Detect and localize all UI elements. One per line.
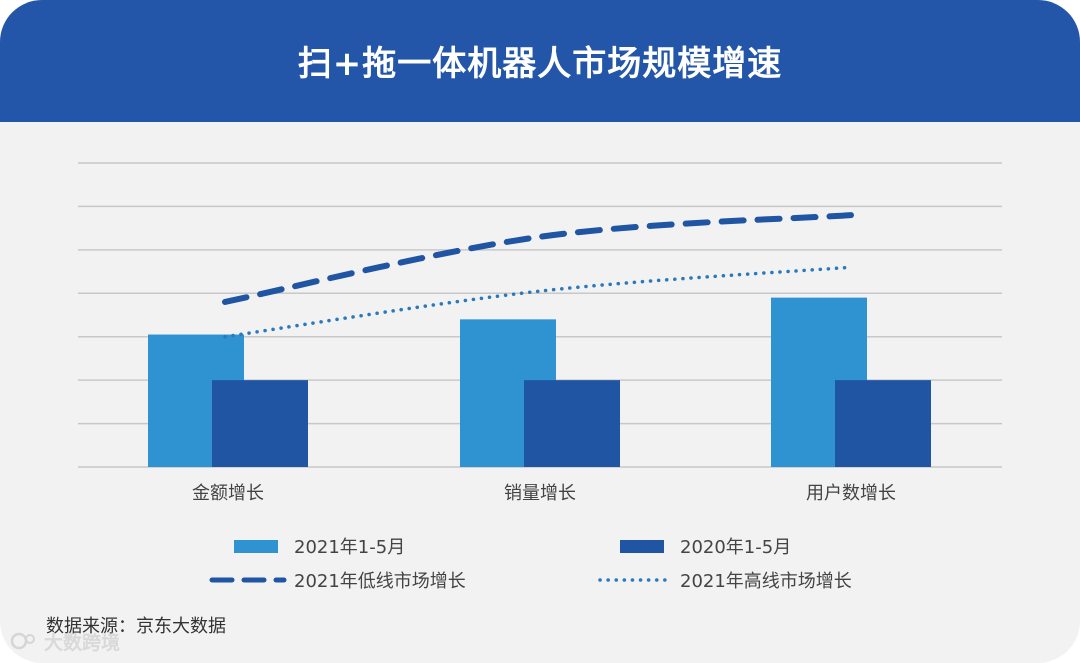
- bar-2020-0: [212, 380, 308, 467]
- legend-label: 2021年1-5月: [294, 537, 405, 558]
- line-low-tier-growth: [222, 212, 854, 305]
- legend-label: 2020年1-5月: [680, 537, 791, 558]
- legend-swatch: [620, 540, 664, 553]
- legend-label: 2021年低线市场增长: [294, 571, 466, 592]
- bar-2020-2: [835, 380, 931, 467]
- title-bar: [0, 0, 1080, 122]
- watermark-logo-icon: [10, 632, 35, 650]
- legend-swatch: [234, 540, 278, 553]
- source-note: 数据来源：京东大数据: [46, 616, 226, 637]
- category-label: 销量增长: [504, 483, 576, 504]
- category-label: 用户数增长: [806, 483, 896, 504]
- bar-2020-1: [524, 380, 620, 467]
- watermark: 大数跨境: [44, 632, 121, 654]
- category-label: 金额增长: [192, 483, 264, 504]
- chart-title: 扫+拖一体机器人市场规模增速: [297, 44, 783, 84]
- legend-label: 2021年高线市场增长: [680, 571, 852, 592]
